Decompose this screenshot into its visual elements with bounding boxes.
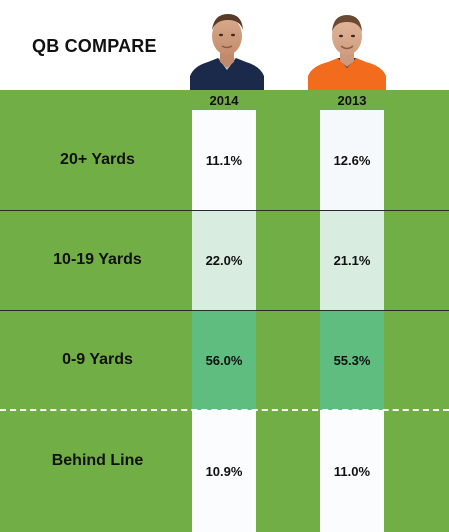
row-label-4: Behind Line	[51, 452, 144, 469]
column-1: 11.1% 22.0% 56.0% 10.9%	[192, 110, 256, 532]
header-area: QB COMPARE	[0, 0, 449, 90]
cell-row4-col1: 10.9%	[192, 410, 256, 532]
cell-row3-col1: 56.0%	[192, 310, 256, 410]
row-divider-1	[0, 210, 449, 211]
player-photo-1-icon	[190, 14, 264, 90]
cell-row1-col2: 12.6%	[320, 110, 384, 210]
cell-row1-col1: 11.1%	[192, 110, 256, 210]
row-label-1: 20+ Yards	[60, 151, 135, 168]
page-title: QB COMPARE	[32, 36, 157, 56]
cell-row2-col2: 21.1%	[320, 210, 384, 310]
column-header-2: 2013	[337, 93, 367, 108]
row-label-2: 10-19 Yards	[53, 251, 142, 268]
column-header-1: 2014	[209, 93, 239, 108]
cell-row2-col1: 22.0%	[192, 210, 256, 310]
cell-row3-col2: 55.3%	[320, 310, 384, 410]
line-of-scrimmage-divider	[0, 409, 449, 411]
column-2: 12.6% 21.1% 55.3% 11.0%	[320, 110, 384, 532]
player-photo-2-icon	[308, 15, 386, 90]
row-divider-2	[0, 310, 449, 311]
row-label-3: 0-9 Yards	[62, 351, 133, 368]
cell-row4-col2: 11.0%	[320, 410, 384, 532]
